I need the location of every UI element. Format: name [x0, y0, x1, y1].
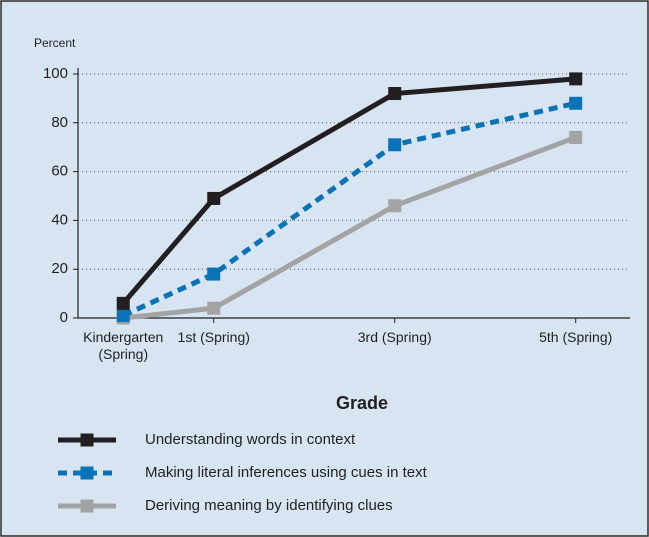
- y-tick-label: 20: [51, 260, 68, 277]
- y-tick-label: 100: [43, 65, 68, 82]
- legend-label: Making literal inferences using cues in …: [145, 464, 428, 481]
- marker: [388, 87, 402, 101]
- legend-marker: [80, 433, 94, 447]
- series-line: [121, 76, 576, 305]
- y-tick-label: 80: [51, 114, 68, 131]
- marker: [116, 309, 130, 323]
- marker: [388, 199, 402, 213]
- y-tick-label: 40: [51, 211, 68, 228]
- y-tick-label: 60: [51, 163, 68, 180]
- x-axis-title: Grade: [336, 393, 388, 413]
- x-tick-label: Kindergarten (Spring): [83, 329, 164, 362]
- legend-marker: [80, 466, 94, 480]
- legend-marker: [80, 499, 94, 513]
- marker: [569, 96, 583, 110]
- y-tick-label: 0: [60, 309, 68, 326]
- series-line: [122, 100, 577, 318]
- marker: [569, 130, 583, 144]
- marker: [388, 138, 402, 152]
- marker: [569, 72, 583, 86]
- legend-label: Deriving meaning by identifying clues: [145, 497, 393, 514]
- x-tick-label: 3rd (Spring): [357, 329, 432, 345]
- marker: [207, 301, 221, 315]
- y-axis-title: Percent: [34, 36, 76, 50]
- marker: [207, 191, 221, 205]
- series-line: [122, 135, 577, 321]
- marker: [116, 296, 130, 310]
- x-tick-label: 1st (Spring): [177, 329, 250, 345]
- x-tick-label: 5th (Spring): [539, 329, 613, 345]
- legend-label: Understanding words in context: [145, 431, 356, 448]
- marker: [207, 267, 221, 281]
